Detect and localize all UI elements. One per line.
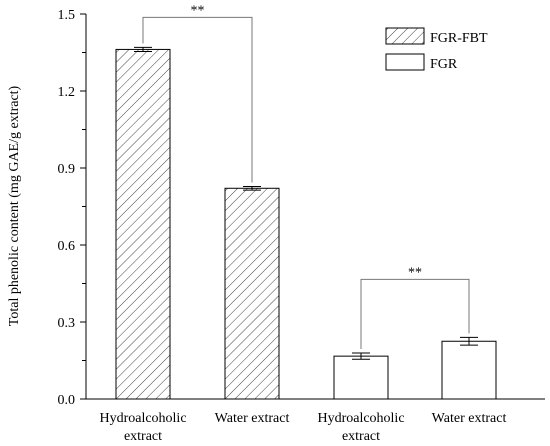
y-axis-label: Total phenolic content (mg GAE/g extract… <box>7 85 22 326</box>
legend-swatch-2 <box>385 53 425 71</box>
y-tick-label: 0.6 <box>58 239 76 254</box>
legend-label-2: FGR <box>430 57 458 72</box>
y-tick-label: 0.9 <box>58 162 76 177</box>
y-tick-label: 1.2 <box>58 85 76 100</box>
significance-markers: ** ** <box>142 3 470 350</box>
bar-1 <box>115 48 171 400</box>
x-tick-label: Water extract <box>215 411 290 426</box>
y-tick-label: 0.3 <box>58 316 76 331</box>
bar-4 <box>441 340 497 400</box>
y-ticks: 0.0 0.3 0.6 0.9 1.2 1.5 <box>58 8 86 408</box>
significance-label: ** <box>191 3 205 18</box>
significance-bracket <box>142 16 253 183</box>
x-tick-labels: Hydroalcoholic extract Water extract Hydroa… <box>99 411 506 444</box>
y-tick-label: 0.0 <box>58 393 76 408</box>
legend: FGR-FBT FGR <box>385 27 488 72</box>
bar-3 <box>333 355 389 400</box>
x-tick-label: Water extract <box>432 411 507 426</box>
x-tick-label: extract <box>124 429 162 444</box>
x-tick-label: Hydroalcoholic <box>99 411 186 426</box>
y-tick-label: 1.5 <box>58 8 76 23</box>
x-tick-label: extract <box>342 429 380 444</box>
significance-label: ** <box>408 265 422 280</box>
x-tick-label: Hydroalcoholic <box>317 411 404 426</box>
bar-2 <box>224 187 280 400</box>
legend-label-1: FGR-FBT <box>430 31 488 46</box>
legend-swatch-1 <box>385 27 425 45</box>
significance-bracket <box>360 278 470 350</box>
bars <box>115 46 497 400</box>
